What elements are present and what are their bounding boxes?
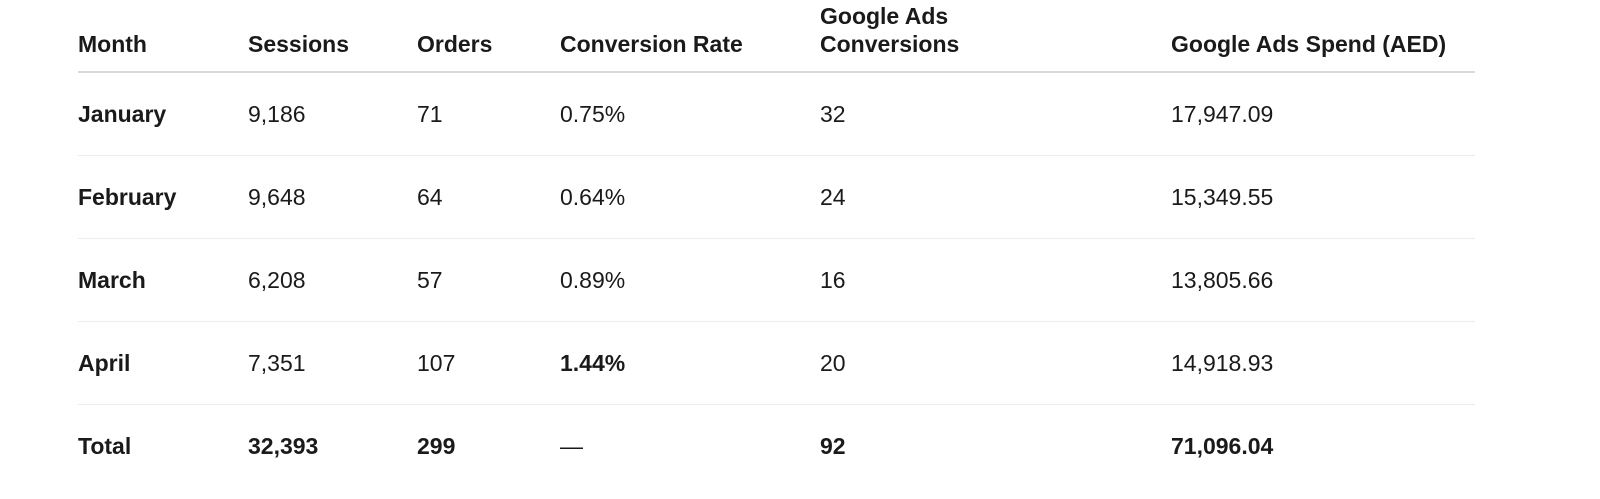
cell-month: April: [78, 321, 248, 405]
cell-conversion-rate: 0.75%: [560, 72, 820, 156]
header-conversion-rate: Conversion Rate: [560, 0, 820, 73]
cell-google-ads-spend: 17,947.09: [1171, 72, 1475, 156]
cell-sessions: 9,186: [248, 72, 417, 156]
header-orders: Orders: [417, 0, 560, 73]
table-row: February 9,648 64 0.64% 24 15,349.55: [78, 155, 1475, 239]
total-label: Total: [78, 432, 132, 459]
table-row: April 7,351 107 1.44% 20 14,918.93: [78, 321, 1475, 405]
cell-conversion-rate-highlight: 1.44%: [560, 321, 820, 405]
table-row: January 9,186 71 0.75% 32 17,947.09: [78, 72, 1475, 156]
cell-google-ads-conversions: 20: [820, 321, 1171, 405]
header-orders-label: Orders: [417, 31, 493, 57]
cell-google-ads-spend: 15,349.55: [1171, 155, 1475, 239]
table-row: March 6,208 57 0.89% 16 13,805.66: [78, 238, 1475, 322]
header-conversion-rate-label: Conversion Rate: [560, 31, 743, 57]
cell-month: January: [78, 72, 248, 156]
cell-orders: 64: [417, 155, 560, 239]
cell-google-ads-conversions: 32: [820, 72, 1171, 156]
cell-sessions: 9,648: [248, 155, 417, 239]
cell-sessions: 7,351: [248, 321, 417, 405]
total-orders: 299: [417, 432, 456, 459]
total-conversion-rate: —: [560, 432, 583, 459]
header-google-ads-conversions: Google Ads Conversions: [820, 0, 1171, 73]
report-table-container: Month Sessions Orders Conversion Rate Go…: [78, 0, 1475, 487]
header-google-ads-spend: Google Ads Spend (AED): [1171, 0, 1475, 73]
monthly-performance-table: Month Sessions Orders Conversion Rate Go…: [78, 0, 1475, 487]
header-google-ads-spend-label: Google Ads Spend (AED): [1171, 31, 1447, 57]
header-month: Month: [78, 0, 248, 73]
cell-month: March: [78, 238, 248, 322]
total-google-ads-conversions: 92: [820, 432, 846, 459]
cell-google-ads-conversions: 16: [820, 238, 1171, 322]
cell-conversion-rate: 0.64%: [560, 155, 820, 239]
header-sessions-label: Sessions: [248, 31, 349, 57]
cell-sessions: 6,208: [248, 238, 417, 322]
table-header-row: Month Sessions Orders Conversion Rate Go…: [78, 0, 1475, 73]
cell-orders: 107: [417, 321, 560, 405]
cell-conversion-rate: 0.89%: [560, 238, 820, 322]
total-sessions: 32,393: [248, 432, 319, 459]
table-total-row: Total 32,393 299 — 92 71,096.04: [78, 405, 1475, 488]
total-google-ads-spend: 71,096.04: [1171, 432, 1274, 459]
header-google-ads-conversions-line2: Conversions: [820, 31, 960, 57]
cell-month: February: [78, 155, 248, 239]
header-sessions: Sessions: [248, 0, 417, 73]
cell-google-ads-spend: 14,918.93: [1171, 321, 1475, 405]
cell-orders: 71: [417, 72, 560, 156]
cell-google-ads-spend: 13,805.66: [1171, 238, 1475, 322]
header-google-ads-conversions-line1: Google Ads: [820, 3, 949, 29]
header-month-label: Month: [78, 31, 147, 57]
cell-orders: 57: [417, 238, 560, 322]
cell-google-ads-conversions: 24: [820, 155, 1171, 239]
